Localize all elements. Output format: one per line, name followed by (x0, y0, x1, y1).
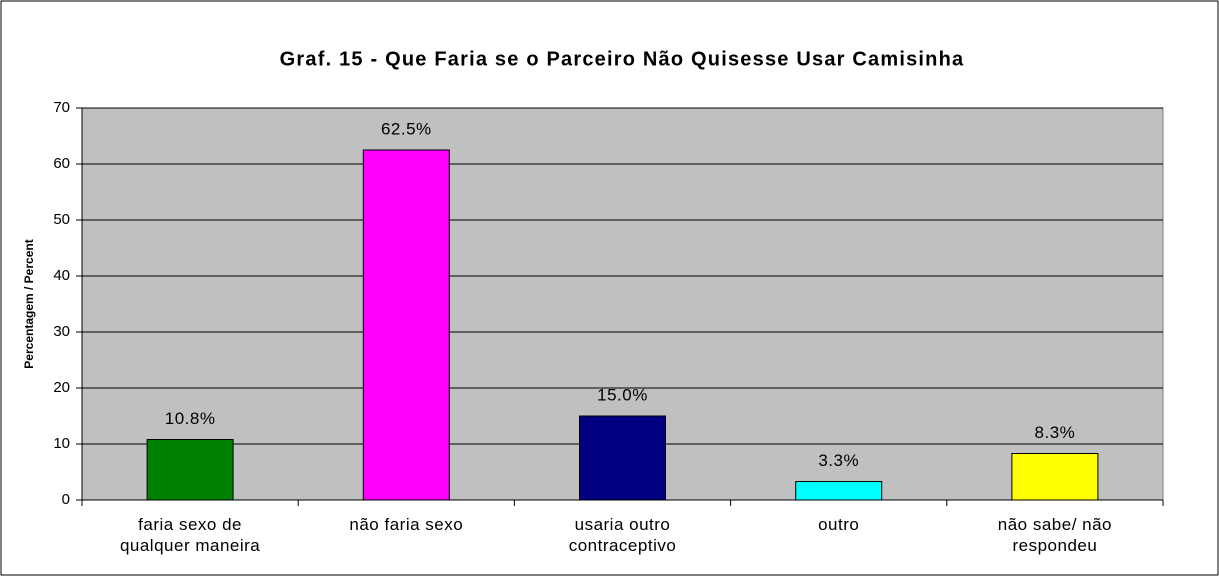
y-tick-label: 20 (53, 379, 70, 396)
y-tick-label: 30 (53, 323, 70, 340)
data-label: 3.3% (818, 451, 859, 470)
bar (146, 439, 234, 501)
x-tick-label-box: não sabe/ não respondeu (997, 515, 1113, 555)
data-label: 10.8% (165, 409, 216, 428)
bar (579, 415, 666, 501)
x-tick-label-box: outro (818, 515, 860, 534)
y-tick-label: 60 (53, 155, 70, 172)
y-axis-label: Percentagem / Percent (22, 239, 36, 368)
x-tick-label-box: não faria sexo (349, 515, 464, 534)
x-tick-label: faria sexo de qualquer maneira (119, 515, 261, 555)
chart-title: Graf. 15 - Que Faria se o Parceiro Não Q… (280, 48, 965, 70)
y-tick-label: 40 (53, 267, 70, 284)
x-tick-label: usaria outro contraceptivo (568, 515, 677, 555)
y-tick-label: 10 (53, 435, 70, 452)
x-tick-label-box: usaria outro contraceptivo (568, 515, 677, 555)
x-tick-label: não sabe/ não respondeu (997, 515, 1113, 555)
bar (362, 149, 450, 501)
data-label: 8.3% (1035, 423, 1076, 442)
data-label: 15.0% (597, 385, 648, 404)
y-tick-label: 0 (62, 491, 70, 508)
bar (1011, 453, 1099, 501)
x-tick-label: outro (818, 515, 860, 534)
x-tick-label-box: faria sexo de qualquer maneira (119, 515, 261, 555)
y-tick-label: 50 (53, 211, 70, 228)
y-tick-label: 70 (53, 99, 70, 116)
bar (795, 481, 883, 501)
data-label: 62.5% (381, 119, 432, 138)
x-tick-label: não faria sexo (349, 515, 464, 534)
